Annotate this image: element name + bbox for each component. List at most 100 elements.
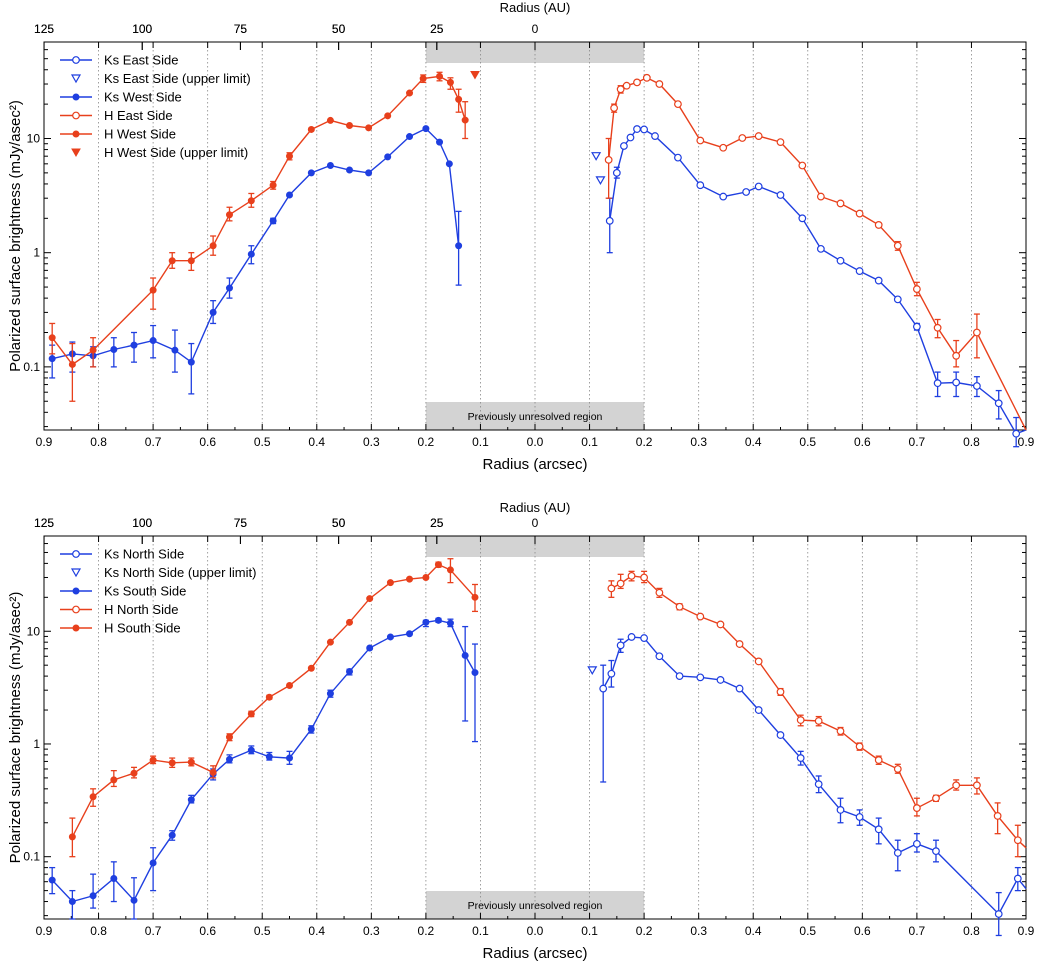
data-point <box>836 727 845 736</box>
data-point <box>386 579 394 587</box>
x-tick-label: 0.6 <box>199 435 216 449</box>
data-point <box>912 804 921 812</box>
data-point <box>776 191 785 199</box>
legend-item: H West Side (upper limit) <box>71 145 248 160</box>
data-point <box>776 687 785 696</box>
data-point <box>874 276 883 285</box>
data-point <box>149 859 157 867</box>
data-point <box>626 133 635 142</box>
data-point <box>72 56 80 64</box>
data-point <box>68 833 76 841</box>
data-point <box>796 754 805 762</box>
x-tick-label: 0.8 <box>963 435 980 449</box>
x-tick-label: 0.4 <box>308 924 325 938</box>
data-point <box>72 605 80 614</box>
legend-label: Ks West Side <box>104 90 182 105</box>
series-ks-east-side-upper-limit- <box>591 152 606 186</box>
data-point <box>446 78 454 86</box>
data-point <box>366 644 374 652</box>
data-point <box>286 682 293 690</box>
data-point <box>365 169 373 177</box>
data-point <box>384 112 392 120</box>
data-point <box>973 328 981 337</box>
au-axis-title: Radius (AU) <box>500 500 571 515</box>
data-point <box>932 794 940 803</box>
data-point <box>855 813 864 821</box>
x-tick-label: 0.5 <box>799 435 816 449</box>
annotation-label: Previously unresolved region <box>468 900 603 912</box>
upper-limit-point <box>587 666 598 676</box>
y-tick-label: 0.1 <box>23 850 40 864</box>
data-point <box>471 669 479 677</box>
x-tick-label: 0.3 <box>363 924 380 938</box>
au-tick-label: 125 <box>34 22 54 36</box>
y-tick-label: 1 <box>33 737 40 751</box>
data-point <box>696 612 705 621</box>
x-tick-label: 0.1 <box>472 924 489 938</box>
au-tick-label: 50 <box>332 516 346 530</box>
x-tick-label: 0.1 <box>581 435 598 449</box>
data-point <box>816 244 825 253</box>
data-point <box>952 781 961 790</box>
data-point <box>269 181 277 189</box>
data-point <box>48 355 56 363</box>
au-tick-label: 75 <box>234 22 248 36</box>
au-axis-title: Radius (AU) <box>500 0 571 15</box>
y-tick-label: 1 <box>33 246 40 260</box>
legend-label: H East Side <box>104 108 173 123</box>
x-tick-label: 0.0 <box>527 435 544 449</box>
x-tick-label: 0.7 <box>145 435 162 449</box>
bottom-panel: Previously unresolved region 0.9 0.8 0.7 0.6… <box>7 500 1035 962</box>
data-point <box>933 379 942 388</box>
data-point <box>72 587 80 595</box>
data-point <box>68 360 76 368</box>
data-point <box>1013 874 1022 883</box>
data-point <box>89 346 97 354</box>
data-point <box>446 566 454 574</box>
x-tick-label: 0.2 <box>636 435 653 449</box>
data-point <box>912 285 921 293</box>
x-tick-label: 0.4 <box>745 924 762 938</box>
data-point <box>168 759 176 767</box>
au-tick-label: 50 <box>332 516 346 530</box>
x-tick-label: 0.6 <box>199 924 216 938</box>
data-point <box>952 351 961 360</box>
data-point <box>735 684 744 693</box>
data-point <box>187 758 195 766</box>
legend-label: Ks North Side (upper limit) <box>104 565 256 580</box>
x-axis-title: Radius (arcsec) <box>482 945 587 962</box>
x-axis-title: Radius (arcsec) <box>482 456 587 473</box>
x-tick-label: 0.5 <box>799 924 816 938</box>
data-point <box>675 602 684 611</box>
data-point <box>627 571 636 580</box>
x-tick-label: 0.3 <box>363 435 380 449</box>
data-point <box>674 153 682 162</box>
series-ks-north-side-upper-limit- <box>587 666 598 676</box>
data-point <box>326 638 334 646</box>
x-tick-label: 0.5 <box>254 924 271 938</box>
data-point <box>798 214 807 223</box>
data-point <box>874 221 883 229</box>
x-tick-label: 0.8 <box>90 435 107 449</box>
data-point <box>836 256 845 265</box>
au-tick-label: 25 <box>430 22 444 36</box>
data-point <box>130 769 138 777</box>
data-point <box>455 242 463 250</box>
series-ks-south-side <box>48 616 479 920</box>
data-point <box>209 308 217 316</box>
au-tick-label: 75 <box>234 516 248 530</box>
data-point <box>607 669 616 678</box>
data-point <box>798 161 807 170</box>
series-ks-west-side <box>48 125 463 395</box>
data-point <box>696 136 705 145</box>
data-point <box>307 664 315 672</box>
data-point <box>893 295 902 304</box>
data-point <box>640 125 649 134</box>
data-point <box>912 322 921 331</box>
data-point <box>130 896 138 904</box>
data-point <box>434 616 442 624</box>
series-ks-north-side <box>599 633 1027 937</box>
x-tick-label: 0.1 <box>472 435 489 449</box>
au-tick-label: 100 <box>132 22 152 36</box>
data-point <box>754 706 763 714</box>
